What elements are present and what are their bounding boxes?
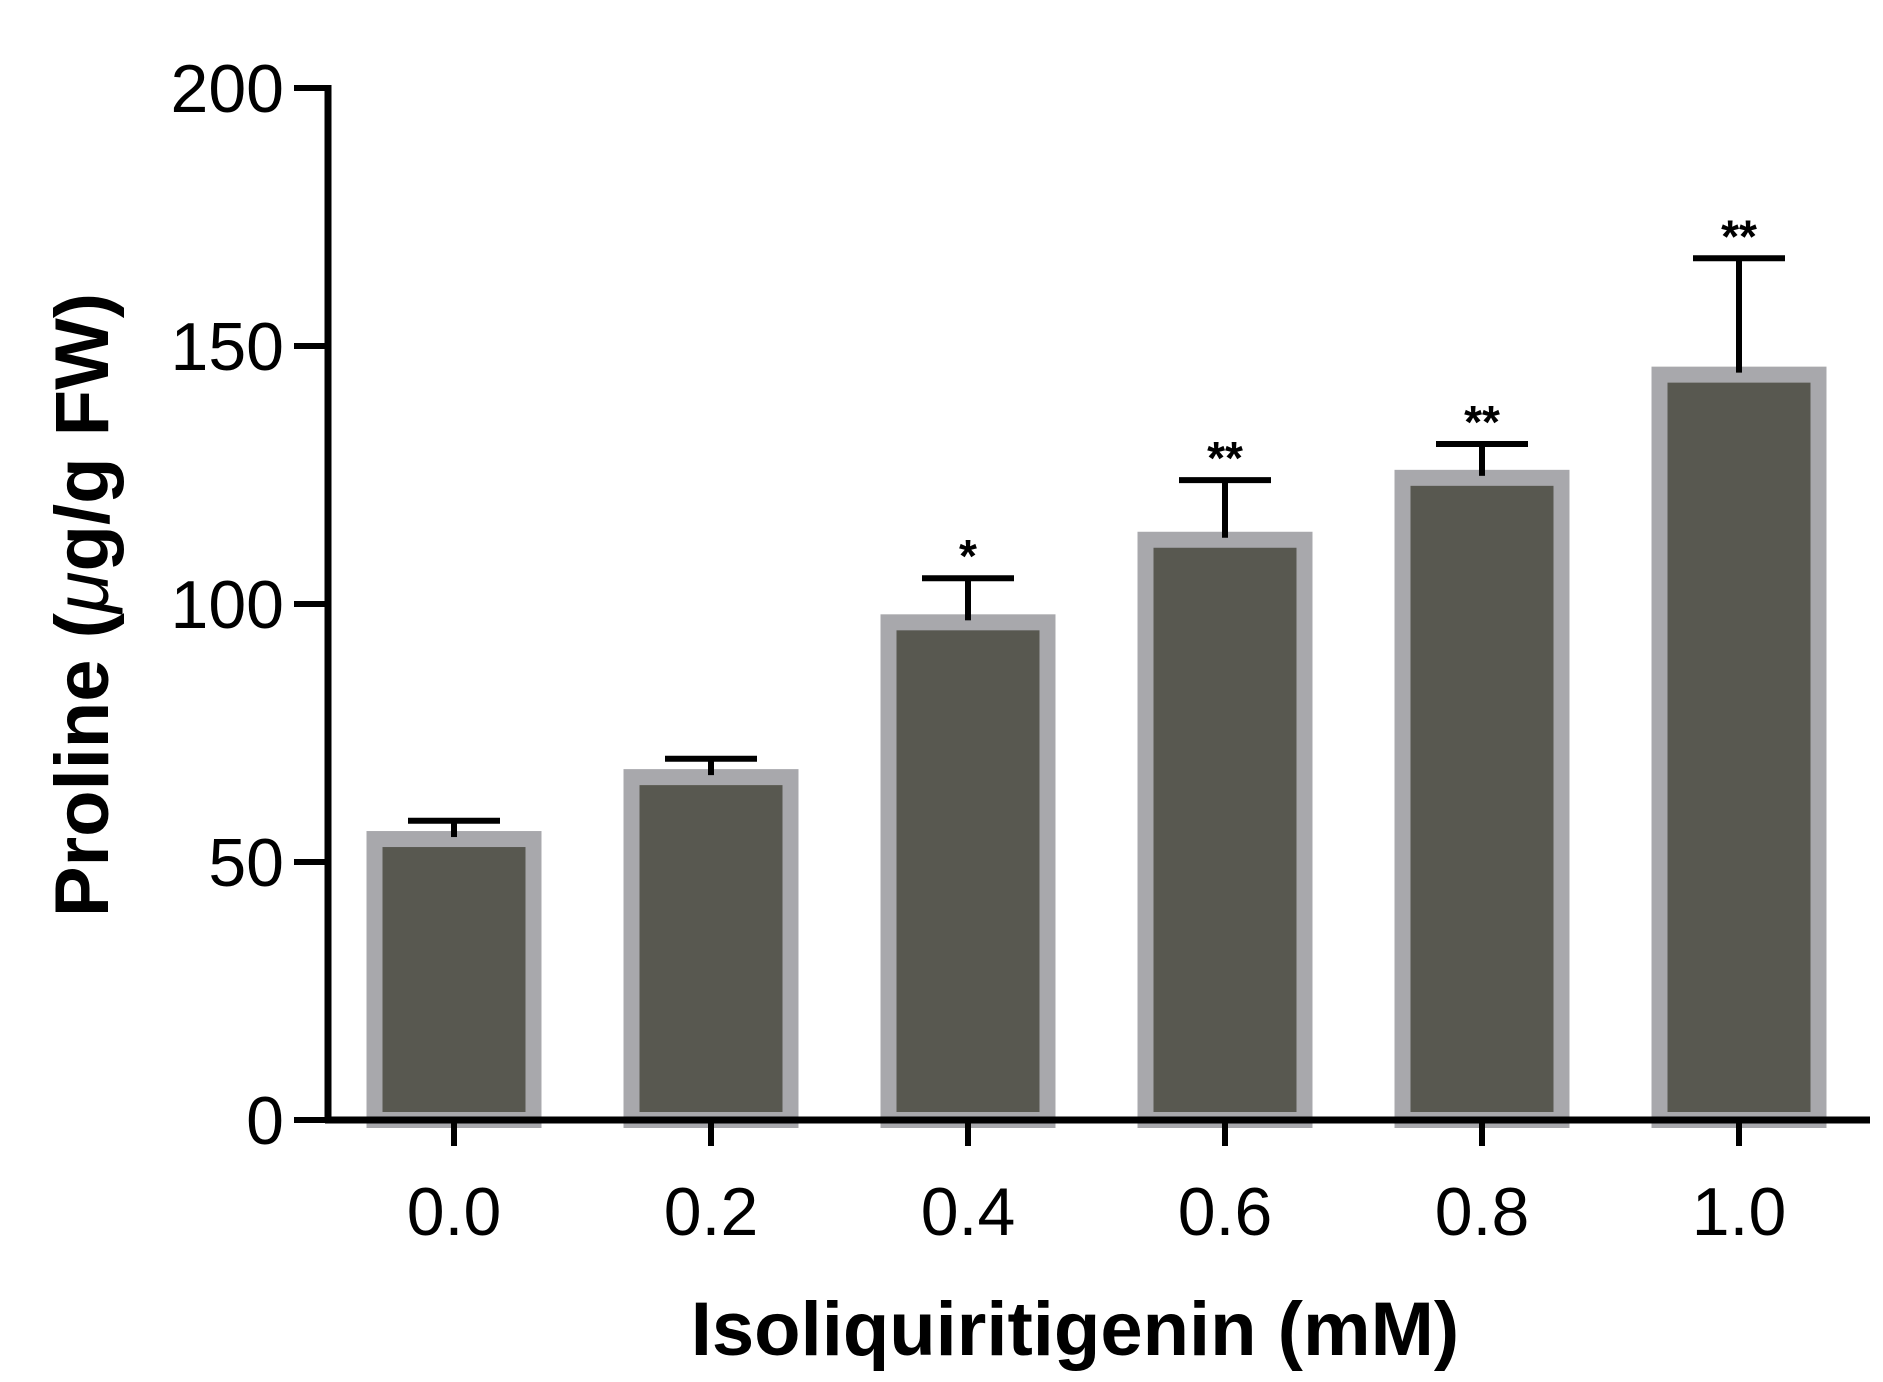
x-tick-label-0.0: 0.0 [407, 1174, 502, 1250]
x-tick-label-0.2: 0.2 [664, 1174, 759, 1250]
bar-0.6 [1137, 531, 1313, 1128]
significance-label-0.8: ** [1464, 396, 1500, 448]
y-tick-label-200: 200 [171, 51, 284, 127]
error-bars-layer [408, 255, 1785, 838]
x-tick-label-1.0: 1.0 [1692, 1174, 1787, 1250]
axes-layer [294, 85, 1870, 1146]
y-tick-label-100: 100 [171, 567, 284, 643]
y-axis-title-mu: μ [40, 571, 125, 615]
x-tick-label-0.4: 0.4 [921, 1174, 1016, 1250]
y-tick-label-50: 50 [208, 825, 284, 901]
y-tick-label-150: 150 [171, 309, 284, 385]
significance-label-0.6: ** [1207, 432, 1243, 484]
y-axis-title-suffix: g/g FW) [40, 293, 125, 572]
x-tick-label-0.8: 0.8 [1435, 1174, 1530, 1250]
y-tick-label-0: 0 [246, 1083, 284, 1159]
y-axis-title-prefix: Proline ( [40, 612, 125, 917]
bar-0.0 [366, 831, 542, 1128]
significance-label-0.4: * [959, 530, 977, 582]
bar-1.0 [1651, 366, 1827, 1128]
labels-layer: 0.0 0.2 * 0.4 ** 0.6 ** 0.8 ** 1.0 0 50 100 150 200 [171, 51, 1787, 1250]
x-tick-label-0.6: 0.6 [1178, 1174, 1273, 1250]
x-axis-title: Isoliquiritigenin (mM) [691, 1287, 1459, 1372]
bar-0.4 [880, 614, 1056, 1128]
bars-layer [366, 366, 1827, 1128]
y-axis-title: Proline (μg/g FW) [40, 293, 125, 917]
bar-0.8 [1394, 469, 1570, 1128]
bar-0.2 [623, 769, 799, 1128]
significance-label-1.0: ** [1721, 210, 1757, 262]
